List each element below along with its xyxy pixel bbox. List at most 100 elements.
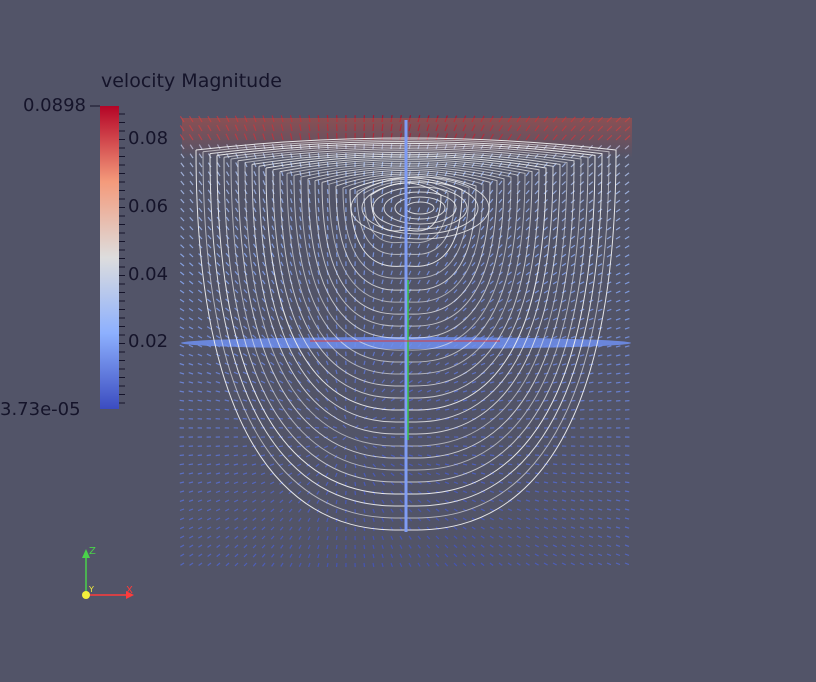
velocity-glyph <box>490 563 493 566</box>
velocity-glyph <box>261 491 265 493</box>
velocity-glyph <box>490 464 494 465</box>
velocity-glyph <box>625 563 629 565</box>
velocity-glyph <box>490 554 493 556</box>
velocity-glyph <box>400 380 403 383</box>
velocity-glyph <box>607 536 611 537</box>
velocity-glyph <box>571 482 575 483</box>
velocity-glyph <box>607 527 611 528</box>
velocity-glyph <box>281 189 283 194</box>
velocity-glyph <box>373 316 374 320</box>
velocity-glyph <box>580 491 584 492</box>
velocity-glyph <box>189 509 193 511</box>
velocity-glyph <box>316 398 319 401</box>
velocity-glyph <box>463 554 466 557</box>
velocity-glyph <box>326 482 328 486</box>
velocity-glyph <box>526 527 530 529</box>
velocity-glyph <box>553 200 557 203</box>
velocity-glyph <box>262 518 265 521</box>
velocity-glyph <box>625 554 629 556</box>
velocity-glyph <box>517 272 521 275</box>
velocity-glyph <box>553 464 557 465</box>
velocity-glyph <box>189 482 193 483</box>
velocity-glyph <box>589 491 593 492</box>
velocity-glyph <box>517 527 521 529</box>
velocity-glyph <box>616 191 620 194</box>
velocity-glyph <box>553 382 557 383</box>
velocity-glyph <box>589 164 593 168</box>
velocity-glyph <box>364 388 366 392</box>
velocity-glyph <box>225 464 229 465</box>
velocity-glyph <box>327 352 328 356</box>
velocity-glyph <box>418 518 421 521</box>
velocity-glyph <box>189 272 193 275</box>
velocity-glyph <box>625 536 629 537</box>
velocity-glyph <box>271 509 274 512</box>
velocity-glyph <box>589 391 593 392</box>
velocity-glyph <box>181 190 184 194</box>
velocity-glyph <box>400 500 403 503</box>
velocity-glyph <box>335 397 337 401</box>
velocity-glyph <box>190 181 193 185</box>
velocity-glyph <box>436 289 439 293</box>
velocity-glyph <box>180 318 184 320</box>
velocity-glyph <box>227 163 229 168</box>
velocity-glyph <box>589 401 593 402</box>
velocity-glyph <box>280 491 283 494</box>
velocity-glyph <box>226 527 230 529</box>
velocity-glyph <box>508 491 512 492</box>
velocity-glyph <box>571 518 575 519</box>
velocity-glyph <box>309 198 310 203</box>
velocity-glyph <box>316 473 319 476</box>
velocity-glyph <box>598 264 602 266</box>
velocity-glyph <box>317 370 319 374</box>
velocity-glyph <box>235 545 238 548</box>
velocity-glyph <box>409 399 413 401</box>
velocity-glyph <box>598 500 602 501</box>
velocity-glyph <box>207 299 211 302</box>
velocity-glyph <box>553 181 557 185</box>
velocity-glyph <box>571 509 575 510</box>
velocity-glyph <box>472 208 475 212</box>
velocity-glyph <box>291 207 292 212</box>
velocity-glyph <box>625 237 629 240</box>
velocity-glyph <box>244 290 247 294</box>
velocity-glyph <box>181 227 184 231</box>
velocity-glyph <box>553 473 557 474</box>
velocity-glyph <box>598 391 602 392</box>
velocity-glyph <box>607 227 611 230</box>
velocity-glyph <box>535 554 539 556</box>
velocity-glyph <box>589 200 593 203</box>
velocity-glyph <box>472 372 476 374</box>
velocity-glyph <box>553 554 557 556</box>
velocity-glyph <box>454 482 458 484</box>
velocity-glyph <box>180 391 184 392</box>
velocity-glyph <box>234 464 238 465</box>
velocity-glyph <box>562 491 566 492</box>
velocity-glyph <box>234 482 238 484</box>
velocity-glyph <box>216 400 220 401</box>
velocity-glyph <box>198 491 202 492</box>
velocity-glyph <box>427 446 431 447</box>
velocity-glyph <box>517 218 520 222</box>
velocity-glyph <box>562 300 566 302</box>
velocity-glyph <box>225 482 229 483</box>
velocity-glyph <box>544 509 548 510</box>
velocity-glyph <box>562 536 566 538</box>
velocity-glyph <box>234 491 238 493</box>
velocity-glyph <box>261 353 265 356</box>
velocity-glyph <box>254 208 256 212</box>
velocity-glyph <box>436 464 440 465</box>
velocity-glyph <box>418 208 420 213</box>
velocity-glyph <box>243 354 247 356</box>
velocity-glyph <box>180 364 184 366</box>
velocity-glyph <box>616 391 620 392</box>
velocity-glyph <box>280 509 283 512</box>
velocity-glyph <box>535 491 539 492</box>
velocity-glyph <box>625 509 629 510</box>
velocity-glyph <box>355 379 356 383</box>
velocity-glyph <box>607 364 611 365</box>
velocity-glyph <box>207 518 211 520</box>
velocity-glyph <box>382 298 383 302</box>
velocity-glyph <box>409 353 412 356</box>
